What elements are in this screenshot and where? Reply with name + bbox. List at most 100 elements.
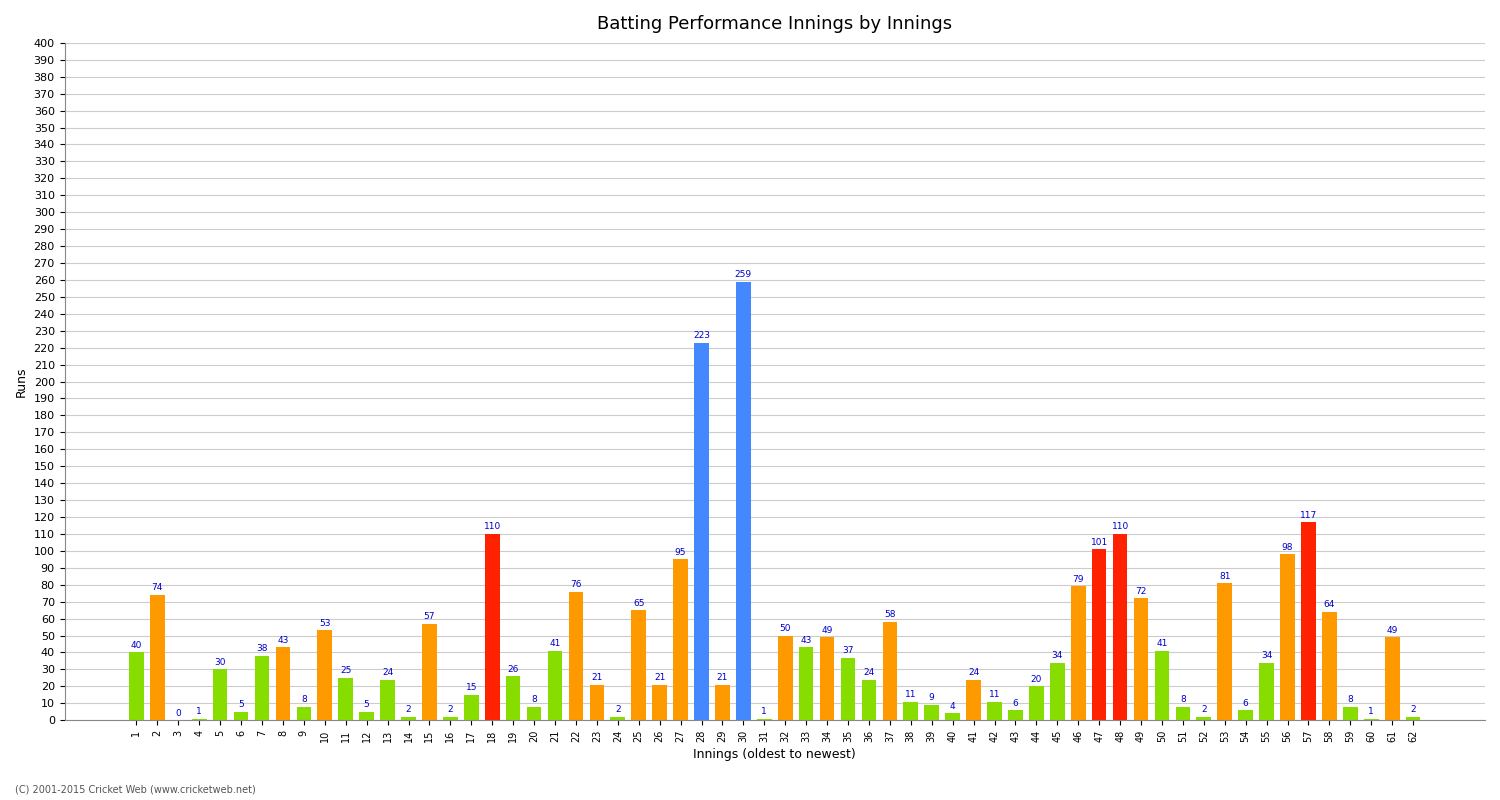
Bar <box>840 658 855 720</box>
Bar <box>484 534 500 720</box>
Bar <box>1176 706 1190 720</box>
Text: 21: 21 <box>591 673 603 682</box>
Text: 72: 72 <box>1136 586 1146 596</box>
Bar <box>297 706 310 720</box>
Bar <box>129 653 144 720</box>
Bar <box>380 679 394 720</box>
Text: 50: 50 <box>780 624 790 633</box>
Bar <box>192 718 207 720</box>
Bar <box>694 342 709 720</box>
Text: 43: 43 <box>278 636 288 645</box>
Text: 81: 81 <box>1220 571 1230 581</box>
Text: 0: 0 <box>176 709 181 718</box>
Text: 259: 259 <box>735 270 752 279</box>
Bar <box>1322 612 1336 720</box>
Text: 41: 41 <box>1156 639 1167 648</box>
Bar <box>464 695 478 720</box>
Bar <box>1280 554 1294 720</box>
Bar <box>339 678 352 720</box>
Text: 24: 24 <box>864 668 874 677</box>
Bar <box>526 706 542 720</box>
Text: 21: 21 <box>654 673 666 682</box>
Text: 117: 117 <box>1300 510 1317 519</box>
Bar <box>1364 718 1378 720</box>
Text: 1: 1 <box>762 707 766 716</box>
Bar <box>442 717 458 720</box>
Text: 20: 20 <box>1030 675 1042 684</box>
Bar <box>150 595 165 720</box>
Text: 34: 34 <box>1262 651 1272 660</box>
Text: 5: 5 <box>238 700 244 710</box>
Bar <box>590 685 604 720</box>
Text: 1: 1 <box>196 707 202 716</box>
Bar <box>966 679 981 720</box>
Bar <box>800 647 813 720</box>
Text: 79: 79 <box>1072 575 1084 584</box>
Text: 6: 6 <box>1244 698 1248 707</box>
Bar <box>674 559 688 720</box>
Text: 76: 76 <box>570 580 582 589</box>
Text: 11: 11 <box>988 690 1000 699</box>
Text: 64: 64 <box>1323 600 1335 610</box>
Text: 8: 8 <box>531 695 537 704</box>
Bar <box>1029 686 1044 720</box>
Text: 40: 40 <box>130 641 142 650</box>
Bar <box>1113 534 1128 720</box>
Bar <box>632 610 646 720</box>
Title: Batting Performance Innings by Innings: Batting Performance Innings by Innings <box>597 15 952 33</box>
Bar <box>610 717 626 720</box>
Text: 38: 38 <box>256 644 267 654</box>
Bar <box>276 647 291 720</box>
Text: 30: 30 <box>214 658 226 667</box>
Text: 15: 15 <box>465 683 477 692</box>
Bar <box>1092 549 1107 720</box>
Bar <box>924 705 939 720</box>
Text: 26: 26 <box>507 665 519 674</box>
Text: 74: 74 <box>152 583 164 592</box>
Bar <box>234 712 249 720</box>
Bar <box>400 717 416 720</box>
Bar <box>987 702 1002 720</box>
Text: 5: 5 <box>364 700 369 710</box>
Text: 98: 98 <box>1282 542 1293 552</box>
Text: 58: 58 <box>884 610 896 619</box>
Bar <box>360 712 374 720</box>
Text: 53: 53 <box>320 619 330 628</box>
Text: 25: 25 <box>340 666 351 675</box>
Bar <box>716 685 730 720</box>
Text: 49: 49 <box>1386 626 1398 634</box>
Bar <box>1155 650 1170 720</box>
Text: 9: 9 <box>928 694 934 702</box>
Bar <box>1260 662 1274 720</box>
Text: 2: 2 <box>447 706 453 714</box>
Text: (C) 2001-2015 Cricket Web (www.cricketweb.net): (C) 2001-2015 Cricket Web (www.cricketwe… <box>15 784 255 794</box>
Bar <box>778 635 792 720</box>
Bar <box>758 718 771 720</box>
Bar <box>1050 662 1065 720</box>
Bar <box>861 679 876 720</box>
X-axis label: Innings (oldest to newest): Innings (oldest to newest) <box>693 748 856 761</box>
Text: 49: 49 <box>822 626 833 634</box>
Bar <box>1008 710 1023 720</box>
Bar <box>945 714 960 720</box>
Bar <box>1134 598 1149 720</box>
Text: 37: 37 <box>843 646 854 655</box>
Text: 101: 101 <box>1090 538 1108 546</box>
Bar <box>1197 717 1210 720</box>
Text: 24: 24 <box>382 668 393 677</box>
Bar <box>548 650 562 720</box>
Text: 95: 95 <box>675 548 687 557</box>
Text: 1: 1 <box>1368 707 1374 716</box>
Bar <box>318 630 332 720</box>
Text: 65: 65 <box>633 598 645 608</box>
Text: 6: 6 <box>1013 698 1019 707</box>
Text: 2: 2 <box>1202 706 1206 714</box>
Bar <box>568 591 584 720</box>
Bar <box>1239 710 1252 720</box>
Text: 41: 41 <box>549 639 561 648</box>
Bar <box>1300 522 1316 720</box>
Text: 43: 43 <box>801 636 812 645</box>
Bar <box>1342 706 1358 720</box>
Text: 110: 110 <box>1112 522 1128 531</box>
Bar <box>903 702 918 720</box>
